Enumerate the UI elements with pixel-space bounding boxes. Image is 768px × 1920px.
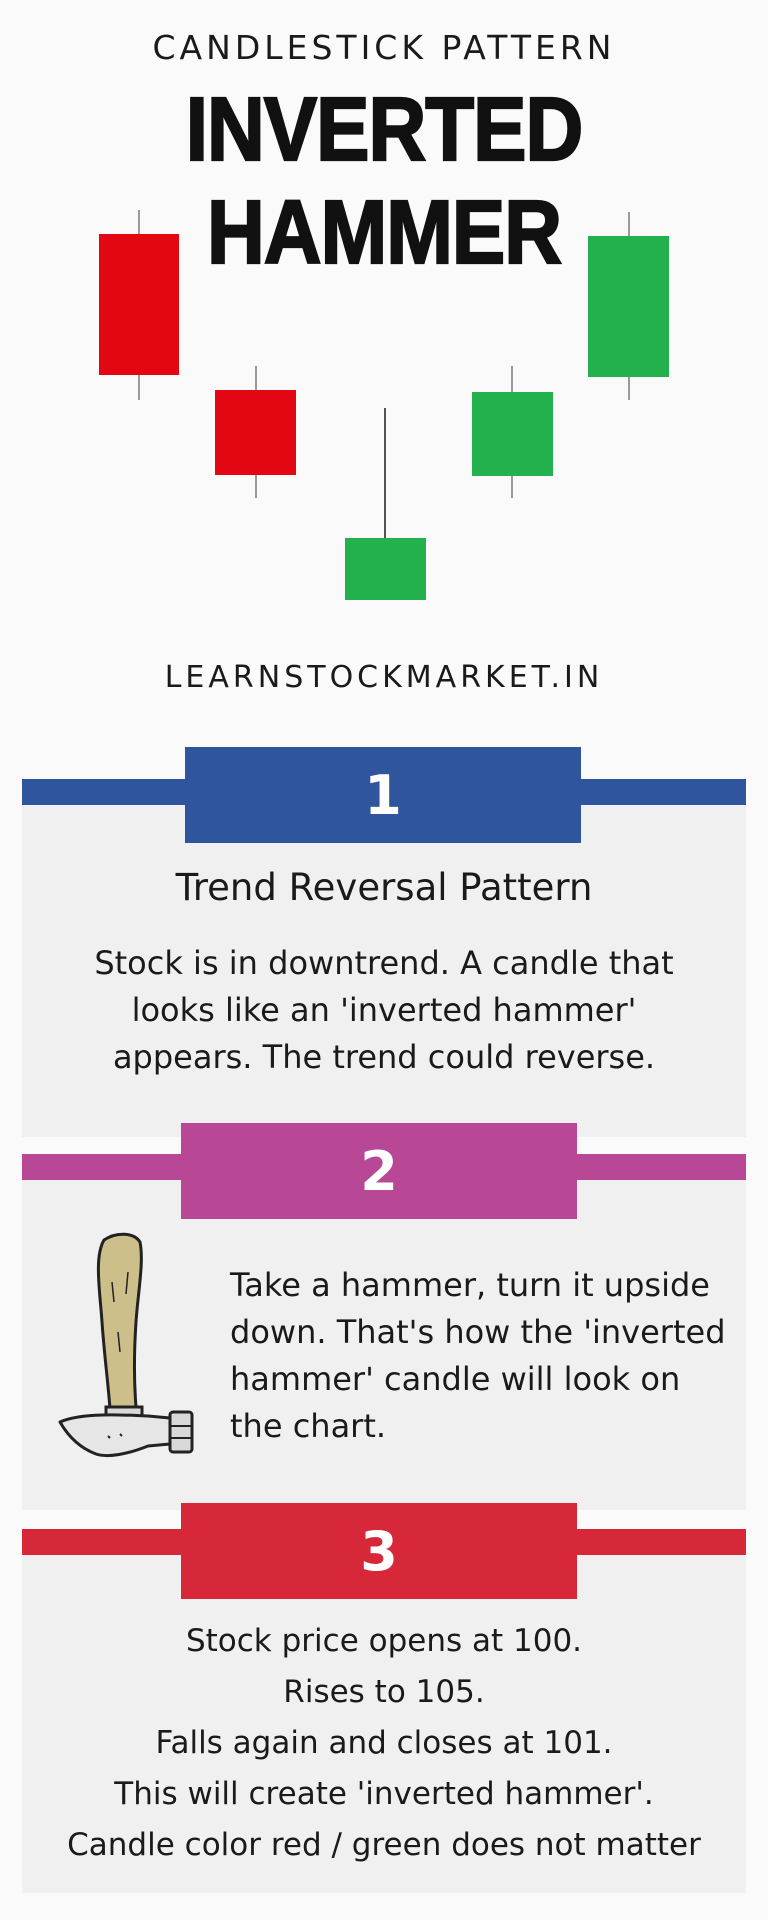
section-3-line: Stock price opens at 100. — [185, 1623, 583, 1659]
candle-3-inverted-hammer — [345, 408, 426, 600]
page-subtitle: CANDLESTICK PATTERN — [152, 28, 616, 67]
candle-5-green-large — [588, 212, 669, 400]
section-1-number: 1 — [185, 747, 581, 843]
section-3-line: Candle color red / green does not matter — [67, 1827, 701, 1863]
candle-1-red-large — [99, 210, 179, 400]
section-1-heading: Trend Reversal Pattern — [175, 866, 593, 909]
section-3-line: Rises to 105. — [283, 1674, 485, 1710]
page-title: INVERTED HAMMER — [185, 78, 585, 283]
section-2-number: 2 — [181, 1123, 577, 1219]
section-3-line: This will create 'inverted hammer'. — [114, 1776, 654, 1812]
section-2-panel — [22, 1180, 746, 1510]
hammer-icon — [58, 1232, 194, 1458]
candle-2-red-small — [215, 366, 296, 498]
section-3-number: 3 — [181, 1503, 577, 1599]
candlestick-pattern-illustration — [99, 210, 669, 600]
section-3-line: Falls again and closes at 101. — [155, 1725, 613, 1761]
website-label: LEARNSTOCKMARKET.IN — [164, 660, 604, 695]
section-1-panel — [22, 805, 746, 1137]
section-3-panel — [22, 1555, 746, 1893]
candle-4-green-small — [472, 366, 553, 498]
section-3-list: Stock price opens at 100. Rises to 105. … — [22, 1616, 746, 1871]
section-1-text: Stock is in downtrend. A candle that loo… — [94, 944, 674, 1076]
section-2-text: Take a hammer, turn it upside down. That… — [230, 1266, 726, 1445]
